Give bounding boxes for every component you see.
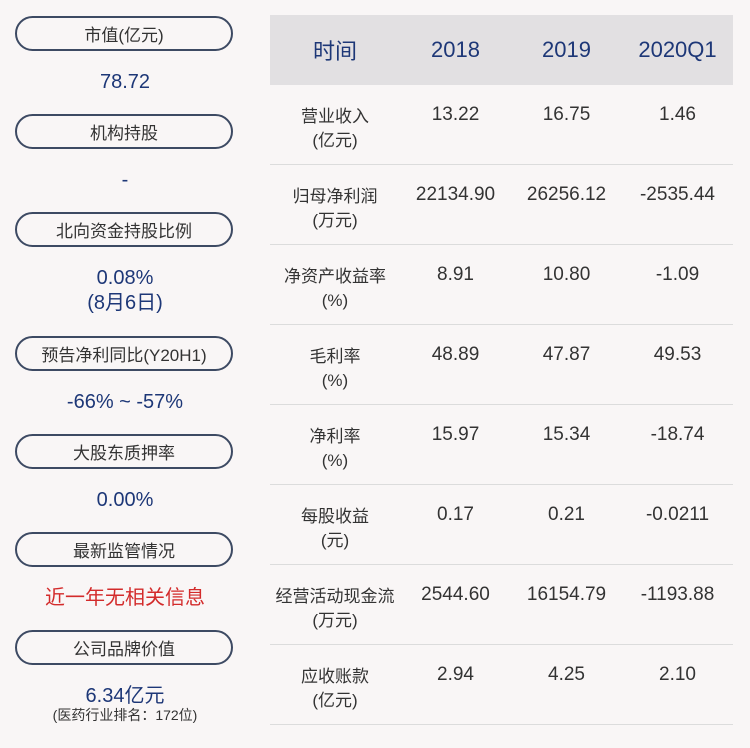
table-row: 净利率 (%) 15.97 15.34 -18.74 <box>270 405 733 485</box>
row-label: 应收账款 (亿元) <box>301 667 369 710</box>
header-2018: 2018 <box>431 37 480 62</box>
table-row: 经营活动现金流 (万元) 2544.60 16154.79 -1193.88 <box>270 565 733 645</box>
row-label: 净资产收益率 (%) <box>284 267 386 310</box>
table-cell: 0.17 <box>437 504 474 525</box>
table-row: 归母净利润 (万元) 22134.90 26256.12 -2535.44 <box>270 165 733 245</box>
table-cell: 2544.60 <box>421 584 490 605</box>
table-cell: 13.22 <box>431 104 480 125</box>
table-cell: -0.0211 <box>645 504 710 525</box>
row-label: 经营活动现金流 (万元) <box>275 587 395 630</box>
table-cell: 10.80 <box>542 264 591 285</box>
table-cell: 47.87 <box>542 344 591 365</box>
northbound-ratio-value: 0.08% <box>96 267 154 289</box>
table-cell: 4.25 <box>548 664 585 685</box>
summary-panel: 市值(亿元) 78.72 机构持股 - 北向资金持股比例 0.08% (8月6日… <box>0 0 250 748</box>
northbound-ratio-label: 北向资金持股比例 <box>15 212 233 247</box>
table-cell: 0.21 <box>548 504 585 525</box>
northbound-ratio-date: (8月6日) <box>87 292 163 314</box>
table-cell: 15.34 <box>542 424 591 445</box>
table-header: 时间 2018 2019 2020Q1 <box>270 15 733 85</box>
table-cell: 8.91 <box>437 264 474 285</box>
table-cell: 15.97 <box>431 424 480 445</box>
row-label: 营业收入 (亿元) <box>301 107 369 150</box>
regulation-value: 近一年无相关信息 <box>45 587 205 609</box>
brand-rank-note: (医药行业排名：172位) <box>52 707 198 723</box>
brand-value-label: 公司品牌价值 <box>15 630 233 665</box>
table-cell: 16154.79 <box>526 584 607 605</box>
table-cell: 22134.90 <box>415 184 496 205</box>
institution-holding-label: 机构持股 <box>15 114 233 149</box>
table-cell: -1193.88 <box>640 584 715 605</box>
row-label: 净利率 (%) <box>309 427 361 470</box>
regulation-label: 最新监管情况 <box>15 532 233 567</box>
institution-holding-value: - <box>121 169 129 191</box>
market-cap-value: 78.72 <box>99 71 151 93</box>
table-cell: -18.74 <box>650 424 705 445</box>
header-2019: 2019 <box>542 37 591 62</box>
table-cell: 2.94 <box>437 664 474 685</box>
pledge-ratio-label: 大股东质押率 <box>15 434 233 469</box>
profit-forecast-value: -66% ~ -57% <box>66 391 184 413</box>
table-cell: 1.46 <box>659 104 696 125</box>
table-cell: -2535.44 <box>639 184 715 205</box>
header-period: 时间 <box>312 39 357 64</box>
row-label: 每股收益 (元) <box>301 507 369 550</box>
pledge-ratio-value: 0.00% <box>96 489 154 511</box>
table-cell: 16.75 <box>542 104 591 125</box>
table-row: 应收账款 (亿元) 2.94 4.25 2.10 <box>270 645 733 725</box>
financial-table: 时间 2018 2019 2020Q1 营业收入 (亿元) 13.22 16.75… <box>270 15 733 725</box>
table-cell: -1.09 <box>655 264 700 285</box>
header-2020q1: 2020Q1 <box>638 37 717 62</box>
table-cell: 26256.12 <box>526 184 607 205</box>
row-label: 毛利率 (%) <box>309 347 361 390</box>
profit-forecast-label: 预告净利同比(Y20H1) <box>15 336 233 371</box>
table-row: 营业收入 (亿元) 13.22 16.75 1.46 <box>270 85 733 165</box>
table-cell: 2.10 <box>659 664 696 685</box>
table-cell: 48.89 <box>431 344 480 365</box>
row-label: 归母净利润 (万元) <box>292 187 378 230</box>
table-row: 毛利率 (%) 48.89 47.87 49.53 <box>270 325 733 405</box>
table-cell: 49.53 <box>653 344 702 365</box>
table-row: 净资产收益率 (%) 8.91 10.80 -1.09 <box>270 245 733 325</box>
table-row: 每股收益 (元) 0.17 0.21 -0.0211 <box>270 485 733 565</box>
brand-value: 6.34亿元 <box>85 685 165 707</box>
market-cap-label: 市值(亿元) <box>15 16 233 51</box>
